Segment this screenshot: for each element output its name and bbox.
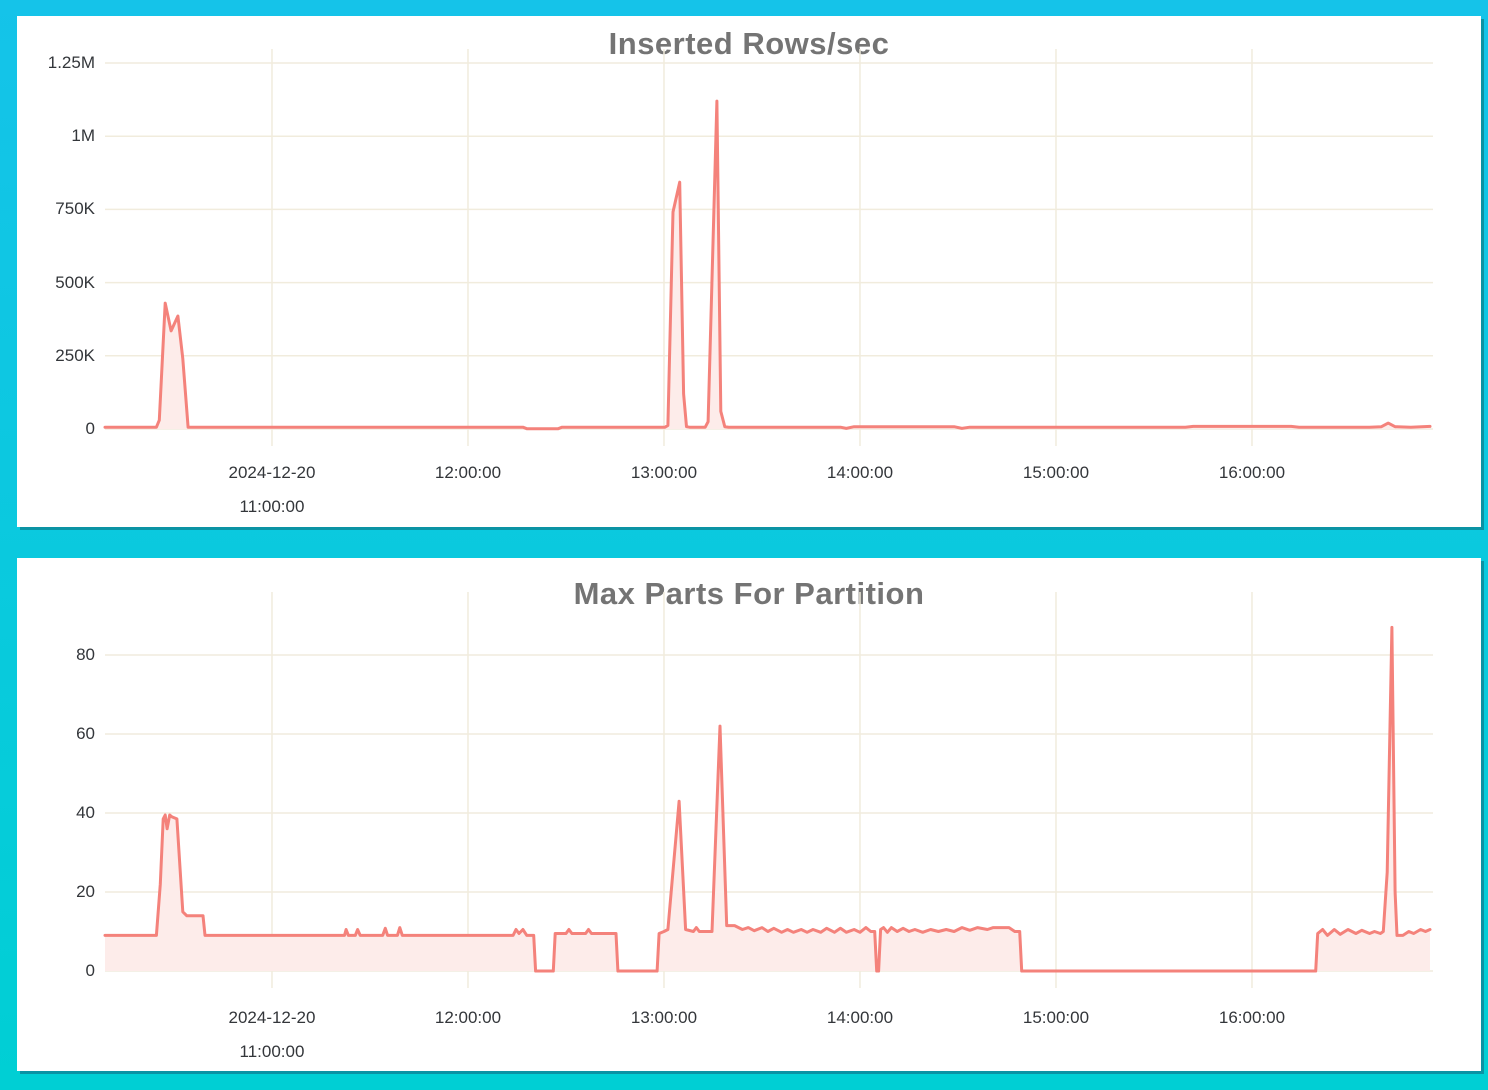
y-tick-label: 60 xyxy=(76,724,95,743)
x-tick-line1: 15:00:00 xyxy=(1022,463,1090,482)
chart-title-inserted-rows: Inserted Rows/sec xyxy=(608,26,890,61)
x-tick-label: 2024-12-20 11:00:00 xyxy=(182,1001,362,1069)
y-tick-label: 20 xyxy=(76,882,95,901)
series-line xyxy=(103,99,1432,431)
y-tick-label: 1.25M xyxy=(47,53,95,72)
x-tick-line1: 15:00:00 xyxy=(1022,1008,1090,1027)
x-tick-line2: 11:00:00 xyxy=(239,1042,305,1061)
y-tick-label: 500K xyxy=(55,272,95,292)
x-tick-line1: 12:00:00 xyxy=(434,1008,502,1027)
max-parts-plot-area[interactable] xyxy=(17,558,1481,1071)
x-tick-line2: 11:00:00 xyxy=(239,497,305,516)
chart-panel-max-parts: Max Parts For Partition 0 20 40 60 80 2024-12… xyxy=(17,558,1481,1071)
series-line xyxy=(103,625,1432,973)
x-tick-line1: 16:00:00 xyxy=(1218,463,1286,482)
x-tick-label: 12:00:00 xyxy=(378,456,558,490)
chart-panel-inserted-rows: Inserted Rows/sec 0 250K 500K 750K 1M 1.25M 20… xyxy=(17,16,1481,527)
x-tick-line1: 12:00:00 xyxy=(434,463,502,482)
x-tick-line1: 2024-12-20 xyxy=(228,463,316,482)
x-tick-label: 13:00:00 xyxy=(574,456,754,490)
x-tick-label: 14:00:00 xyxy=(770,456,950,490)
x-tick-label: 14:00:00 xyxy=(770,1001,950,1035)
x-tick-label: 2024-12-20 11:00:00 xyxy=(182,456,362,524)
x-tick-label: 16:00:00 xyxy=(1162,456,1342,490)
y-tick-label: 0 xyxy=(85,419,95,438)
x-tick-label: 12:00:00 xyxy=(378,1001,558,1035)
inserted-rows-plot-area[interactable] xyxy=(17,16,1481,527)
y-tick-label: 250K xyxy=(55,345,95,365)
x-tick-label: 16:00:00 xyxy=(1162,1001,1342,1035)
y-tick-label: 40 xyxy=(76,803,95,822)
x-tick-line1: 16:00:00 xyxy=(1218,1008,1286,1027)
y-tick-label: 0 xyxy=(85,961,95,980)
series-area-fill xyxy=(105,101,1430,429)
x-tick-label: 13:00:00 xyxy=(574,1001,754,1035)
x-tick-line1: 13:00:00 xyxy=(630,463,698,482)
x-tick-line1: 14:00:00 xyxy=(826,1008,894,1027)
y-tick-label: 750K xyxy=(55,199,95,219)
x-tick-label: 15:00:00 xyxy=(966,456,1146,490)
chart-title-max-parts: Max Parts For Partition xyxy=(573,576,925,611)
x-tick-line1: 14:00:00 xyxy=(826,463,894,482)
x-tick-line1: 2024-12-20 xyxy=(228,1008,316,1027)
x-tick-line1: 13:00:00 xyxy=(630,1008,698,1027)
x-tick-label: 15:00:00 xyxy=(966,1001,1146,1035)
series-area-fill xyxy=(105,627,1430,971)
y-tick-label: 1M xyxy=(71,126,95,146)
y-tick-label: 80 xyxy=(76,645,95,664)
